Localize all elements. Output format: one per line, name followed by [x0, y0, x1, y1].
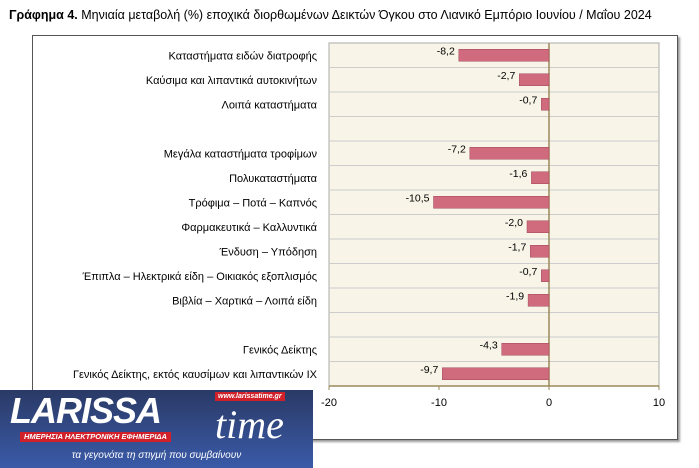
category-label: Λοιπά καταστήματα: [221, 99, 317, 111]
bar: [442, 367, 550, 380]
x-tick-label: -10: [431, 397, 447, 409]
bar: [433, 196, 550, 209]
bar: [530, 245, 550, 258]
logo-tagline: ΗΜΕΡΗΣΙΑ ΗΛΕΚΤΡΟΝΙΚΗ ΕΦΗΜΕΡΙΔΑ: [20, 432, 171, 442]
category-label: Πολυκαταστήματα: [229, 173, 318, 185]
data-label: -0,7: [519, 266, 537, 278]
bar: [526, 220, 550, 233]
category-label: Έπιπλα – Ηλεκτρικά είδη – Οικιακός εξοπλ…: [82, 271, 317, 283]
x-tick-label: -20: [321, 397, 337, 409]
category-label: Τρόφιμα – Ποτά – Καπνός: [189, 197, 317, 209]
data-label: -7,2: [448, 143, 466, 155]
title-label: Γράφημα 4.: [9, 8, 78, 22]
logo-name2: time: [215, 402, 284, 447]
bar: [541, 98, 550, 111]
data-label: -10,5: [406, 192, 430, 204]
bar: [527, 294, 550, 307]
category-label: Ένδυση – Υπόδηση: [219, 246, 317, 258]
bar: [541, 269, 550, 282]
bar: [469, 147, 550, 160]
data-label: -9,7: [420, 364, 438, 376]
title-text: Μηνιαία μεταβολή (%) εποχικά διορθωμένων…: [77, 8, 652, 22]
data-label: -4,3: [480, 339, 498, 351]
x-tick-label: 10: [653, 397, 665, 409]
logo-name: LARISSA: [10, 390, 162, 431]
category-label: Βιβλία – Χαρτικά – Λοιπά είδη: [172, 295, 317, 307]
bar: [531, 171, 550, 184]
data-label: -1,6: [509, 168, 527, 180]
logo-slogan: τα γεγονότα τη στιγμή που συμβαίνουν: [71, 450, 242, 461]
bar: [519, 73, 550, 86]
bar: [458, 49, 550, 62]
data-label: -1,9: [506, 290, 524, 302]
category-label: Καύσιμα και λιπαντικά αυτοκινήτων: [146, 75, 318, 87]
bar: [501, 343, 550, 356]
data-label: -8,2: [437, 45, 455, 57]
category-label: Μεγάλα καταστήματα τροφίμων: [164, 148, 318, 160]
data-label: -2,7: [497, 70, 515, 82]
category-label: Φαρμακευτικά – Καλλυντικά: [181, 222, 317, 234]
data-label: -0,7: [519, 94, 537, 106]
data-label: -1,7: [508, 241, 526, 253]
category-label: Γενικός Δείκτης: [243, 344, 317, 356]
data-label: -2,0: [505, 217, 523, 229]
larissatime-logo: LARISSA time www.larissatime.gr ΗΜΕΡΗΣΙΑ…: [0, 390, 313, 468]
category-label: Γενικός Δείκτης, εκτός καυσίμων και λιπα…: [73, 369, 318, 381]
logo-url: www.larissatime.gr: [215, 392, 285, 401]
x-tick-label: 0: [546, 397, 552, 409]
category-label: Καταστήματα ειδών διατροφής: [169, 50, 317, 62]
chart-title: Γράφημα 4. Μηνιαία μεταβολή (%) εποχικά …: [9, 8, 652, 22]
